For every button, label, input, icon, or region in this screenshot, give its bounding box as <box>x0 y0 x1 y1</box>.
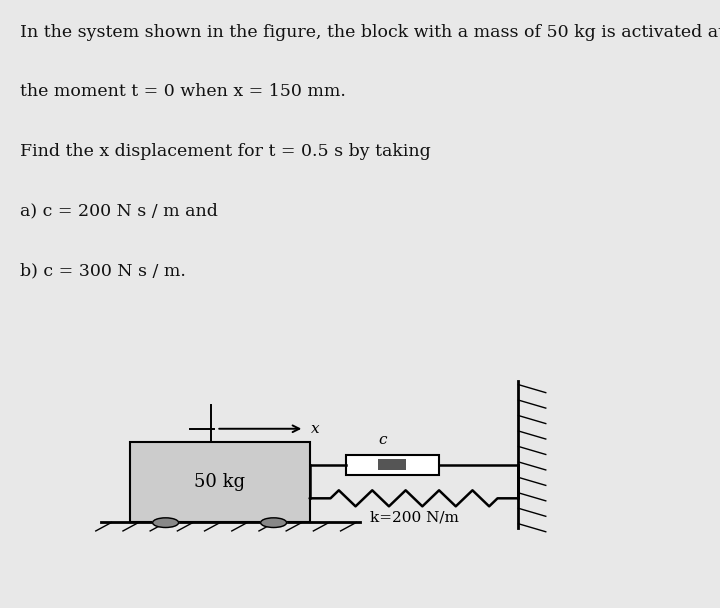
Text: Find the x displacement for t = 0.5 s by taking: Find the x displacement for t = 0.5 s by… <box>20 143 431 160</box>
Bar <box>130 442 310 522</box>
Text: b) c = 300 N s / m.: b) c = 300 N s / m. <box>20 262 186 279</box>
Text: c: c <box>379 433 387 447</box>
Text: the moment t = 0 when x = 150 mm.: the moment t = 0 when x = 150 mm. <box>20 83 346 100</box>
Circle shape <box>153 518 179 528</box>
Circle shape <box>261 518 287 528</box>
Bar <box>346 455 439 475</box>
Text: x: x <box>311 422 320 436</box>
Text: 50 kg: 50 kg <box>194 473 246 491</box>
Text: k=200 N/m: k=200 N/m <box>369 510 459 524</box>
Bar <box>379 459 406 470</box>
Text: In the system shown in the figure, the block with a mass of 50 kg is activated a: In the system shown in the figure, the b… <box>20 24 720 41</box>
Text: a) c = 200 N s / m and: a) c = 200 N s / m and <box>20 202 218 219</box>
